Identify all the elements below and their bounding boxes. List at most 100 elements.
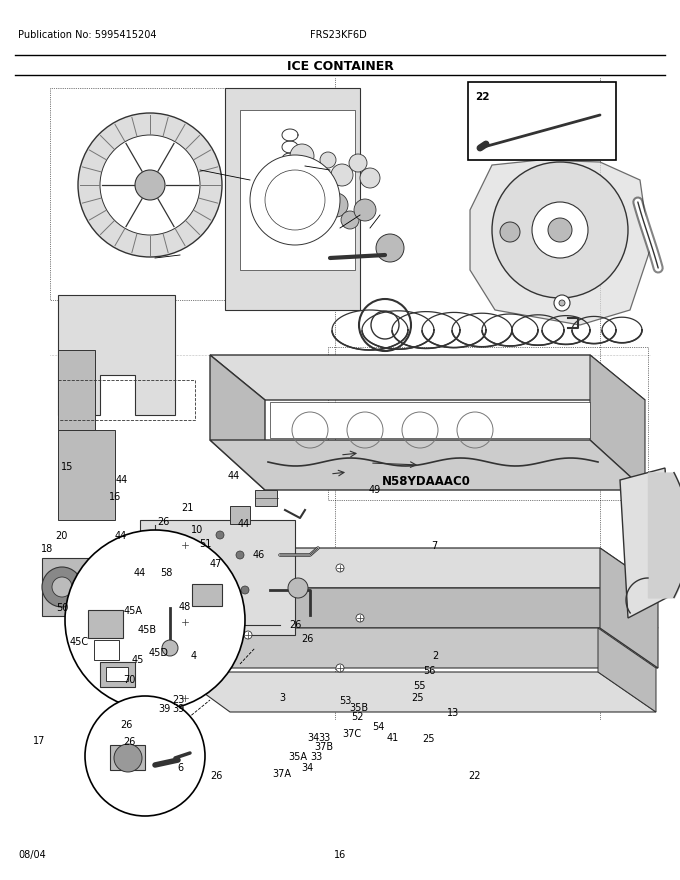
Text: 6: 6 <box>177 763 184 774</box>
Text: 45B: 45B <box>138 625 157 635</box>
Text: 41: 41 <box>386 733 398 744</box>
Text: 25: 25 <box>422 734 435 744</box>
Polygon shape <box>470 160 650 325</box>
Circle shape <box>341 211 359 229</box>
Text: 34: 34 <box>307 733 320 744</box>
Circle shape <box>492 162 628 298</box>
Polygon shape <box>140 520 295 635</box>
Text: 45C: 45C <box>69 637 88 648</box>
Circle shape <box>78 113 222 257</box>
Text: 2: 2 <box>432 651 439 662</box>
Text: 26: 26 <box>120 720 133 730</box>
Text: 08/04: 08/04 <box>18 850 46 860</box>
Text: 22: 22 <box>469 771 481 781</box>
Circle shape <box>116 576 124 584</box>
Circle shape <box>85 696 205 816</box>
Circle shape <box>236 551 244 559</box>
Circle shape <box>548 218 572 242</box>
Text: 56: 56 <box>424 666 436 677</box>
Circle shape <box>320 152 336 168</box>
Circle shape <box>500 222 520 242</box>
Circle shape <box>135 170 165 200</box>
Text: 44: 44 <box>115 531 127 541</box>
Polygon shape <box>600 548 658 668</box>
Polygon shape <box>620 468 672 618</box>
Text: 34: 34 <box>301 763 313 774</box>
Polygon shape <box>58 295 175 415</box>
Circle shape <box>100 135 200 235</box>
Circle shape <box>116 556 124 564</box>
Polygon shape <box>168 548 658 588</box>
Circle shape <box>162 640 178 656</box>
Text: 45D: 45D <box>148 648 169 658</box>
Text: 23: 23 <box>173 694 185 705</box>
Text: 33: 33 <box>310 752 322 762</box>
Circle shape <box>356 614 364 622</box>
Text: 4: 4 <box>190 651 197 662</box>
Circle shape <box>532 202 588 258</box>
Circle shape <box>376 234 404 262</box>
Bar <box>230 506 250 524</box>
Text: 26: 26 <box>158 517 170 527</box>
Circle shape <box>289 187 315 213</box>
Text: 16: 16 <box>334 850 346 860</box>
Text: 7: 7 <box>430 540 437 551</box>
Text: Publication No: 5995415204: Publication No: 5995415204 <box>18 30 156 40</box>
Text: 37B: 37B <box>315 742 334 752</box>
Circle shape <box>114 744 142 772</box>
Circle shape <box>241 586 249 594</box>
Bar <box>192 584 222 606</box>
Text: 13: 13 <box>447 708 460 718</box>
Polygon shape <box>58 430 115 520</box>
Text: 20: 20 <box>55 531 67 541</box>
Bar <box>94 640 119 660</box>
Circle shape <box>559 300 565 306</box>
Polygon shape <box>168 628 658 668</box>
Circle shape <box>360 168 380 188</box>
Polygon shape <box>168 588 658 628</box>
Text: 26: 26 <box>210 771 222 781</box>
Circle shape <box>216 531 224 539</box>
Polygon shape <box>590 355 645 490</box>
Circle shape <box>221 571 229 579</box>
Circle shape <box>336 664 344 672</box>
Text: 44: 44 <box>237 519 250 530</box>
Polygon shape <box>175 672 656 712</box>
Bar <box>468 82 616 160</box>
Circle shape <box>306 162 326 182</box>
Circle shape <box>181 541 189 549</box>
Text: 26: 26 <box>123 737 135 747</box>
Text: 45A: 45A <box>124 605 143 616</box>
Circle shape <box>288 578 308 598</box>
Text: 10: 10 <box>191 524 203 535</box>
Polygon shape <box>210 355 645 400</box>
Text: 55: 55 <box>413 680 426 691</box>
Text: 48: 48 <box>179 602 191 612</box>
Polygon shape <box>270 402 590 438</box>
Polygon shape <box>168 548 225 668</box>
Circle shape <box>554 295 570 311</box>
Polygon shape <box>628 470 672 610</box>
Text: 21: 21 <box>182 502 194 513</box>
Circle shape <box>290 144 314 168</box>
Circle shape <box>181 694 189 702</box>
Text: 17: 17 <box>33 736 45 746</box>
Polygon shape <box>210 440 645 490</box>
Polygon shape <box>58 350 95 430</box>
Polygon shape <box>105 545 205 625</box>
Circle shape <box>181 618 189 626</box>
Text: 15: 15 <box>61 462 73 473</box>
Circle shape <box>160 565 170 575</box>
Text: 51: 51 <box>199 539 211 549</box>
Polygon shape <box>240 110 355 270</box>
Text: 37C: 37C <box>342 729 361 739</box>
Polygon shape <box>225 88 360 310</box>
Circle shape <box>116 596 124 604</box>
Circle shape <box>349 154 367 172</box>
Circle shape <box>52 577 72 597</box>
Polygon shape <box>210 355 265 490</box>
Circle shape <box>160 595 170 605</box>
Text: 26: 26 <box>301 634 313 644</box>
Text: 39: 39 <box>158 704 171 715</box>
Text: 35A: 35A <box>288 752 307 762</box>
